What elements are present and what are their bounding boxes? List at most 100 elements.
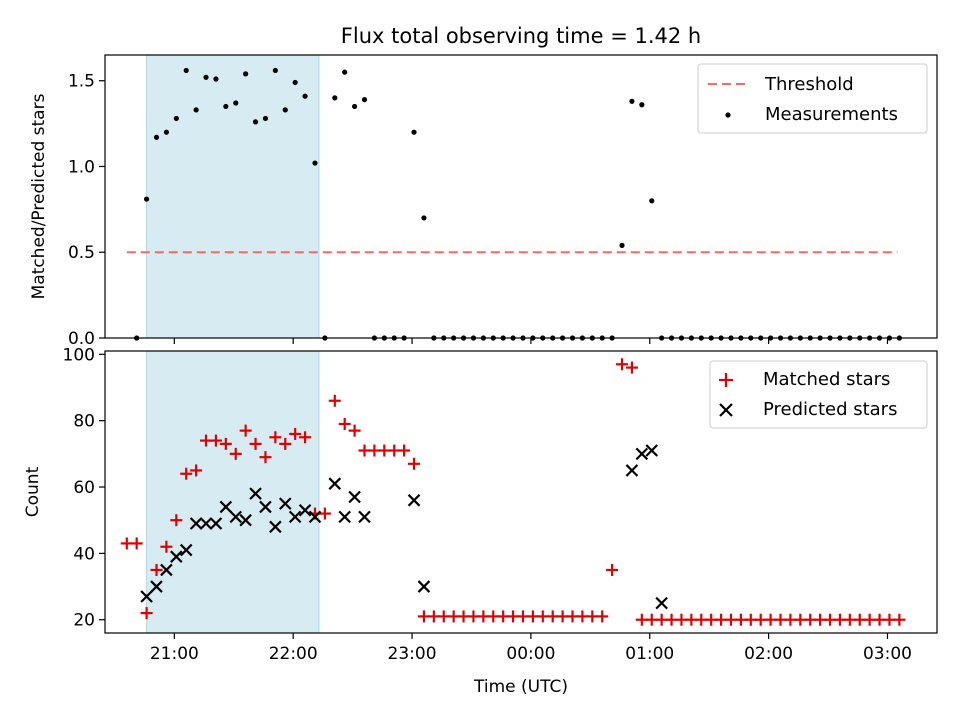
predicted-star-point [645, 444, 659, 457]
measurement-point [411, 129, 417, 135]
measurement-point [252, 119, 259, 125]
x-tick-label: 02:00 [744, 644, 793, 664]
matched-star-point [190, 464, 203, 477]
predicted-star-point [635, 447, 649, 461]
predicted-star-point [189, 517, 203, 530]
predicted-star-point [140, 590, 153, 603]
top-x-axis-ticks [173, 338, 889, 344]
matched-star-point [279, 437, 292, 450]
predicted-star-point [199, 517, 213, 530]
measurement-point [302, 93, 308, 99]
measurement-point [292, 79, 298, 86]
top-y-tick-label: 0.5 [68, 243, 95, 263]
legend-matched-label: Matched stars [763, 369, 890, 390]
matched-star-point [259, 451, 272, 464]
measurement-point [352, 103, 358, 110]
matched-star-point [338, 417, 351, 430]
bottom-legend: Matched stars Predicted stars [709, 360, 928, 429]
matched-star-point [318, 507, 331, 520]
observing-time-span [146, 350, 320, 634]
measurement-point [361, 96, 368, 103]
bottom-y-tick-label: 80 [73, 412, 95, 432]
x-tick-label: 01:00 [625, 644, 674, 664]
measurement-point [173, 115, 179, 122]
measurement-point [312, 160, 318, 166]
predicted-star-point [150, 580, 163, 593]
matched-star-point [289, 427, 302, 440]
predicted-star-point [298, 503, 312, 517]
predicted-stars-points [140, 444, 668, 610]
matched-star-point [150, 563, 163, 576]
measurement-point [233, 100, 239, 106]
top-y-axis-ticks: 0.0 0.5 1.0 1.5 [68, 72, 105, 349]
x-tick-label: 00:00 [506, 644, 555, 664]
bottom-y-tick-label: 60 [73, 478, 95, 498]
predicted-star-point [249, 487, 262, 500]
measurement-point [639, 102, 645, 108]
matched-star-point [408, 457, 421, 470]
bottom-y-tick-label: 20 [73, 611, 95, 631]
measurement-point [243, 71, 249, 77]
predicted-star-point [209, 517, 223, 530]
measurement-point [629, 98, 635, 104]
top-y-axis-label: Matched/Predicted stars [29, 93, 49, 299]
matched-star-point [348, 424, 361, 437]
flux-ratio-panel: 0.0 0.5 1.0 1.5 Matched/Predicted stars Thr… [29, 54, 938, 349]
matched-star-point [893, 613, 906, 626]
top-y-tick-label: 1.5 [68, 72, 95, 92]
predicted-star-point [417, 580, 431, 593]
matched-star-point [328, 394, 341, 407]
matched-star-point [269, 431, 282, 444]
bottom-y-axis-label: Count [23, 466, 43, 517]
matched-star-point [160, 540, 173, 553]
measurement-point [153, 134, 160, 140]
measurement-point [262, 115, 269, 122]
measurement-point [213, 76, 219, 82]
measurement-point [619, 242, 625, 248]
x-axis-label: Time (UTC) [473, 677, 568, 697]
predicted-star-point [179, 543, 193, 557]
bottom-legend-box [709, 360, 928, 429]
bottom-y-tick-label: 100 [63, 345, 95, 365]
measurement-point [163, 129, 170, 135]
measurement-point [421, 215, 427, 221]
predicted-star-point [308, 510, 322, 524]
predicted-star-point [328, 477, 342, 490]
measurement-point [183, 67, 189, 74]
predicted-star-point [259, 500, 272, 514]
matched-star-point [140, 607, 153, 620]
matched-star-point [130, 537, 143, 550]
legend-measurements-label: Measurements [765, 104, 898, 125]
matched-star-point [398, 444, 411, 457]
bottom-y-tick-label: 40 [73, 544, 95, 564]
measurement-point [272, 67, 278, 74]
chart-title: Flux total observing time = 1.42 h [341, 24, 701, 48]
matched-star-point [219, 437, 232, 450]
predicted-star-point [160, 563, 173, 577]
matched-star-point [239, 424, 252, 437]
top-y-tick-label: 0.0 [68, 329, 95, 349]
predicted-star-point [170, 550, 183, 563]
matched-star-point [249, 437, 262, 450]
measurement-point [282, 107, 288, 113]
matched-star-point [625, 361, 638, 374]
legend-threshold-label: Threshold [764, 74, 854, 95]
predicted-star-point [655, 596, 668, 610]
predicted-star-point [278, 497, 292, 510]
predicted-star-point [239, 513, 252, 527]
predicted-star-point [219, 500, 233, 514]
legend-predicted-label: Predicted stars [763, 399, 897, 420]
matched-star-point [596, 610, 609, 623]
matched-star-point [616, 358, 629, 371]
predicted-star-point [229, 510, 243, 524]
measurement-point [193, 107, 199, 113]
matched-star-point [209, 434, 222, 447]
measurement-point [342, 69, 348, 75]
predicted-star-point [288, 510, 302, 524]
top-y-tick-label: 1.0 [68, 157, 95, 177]
measurement-point [144, 196, 150, 202]
x-tick-label: 03:00 [863, 644, 912, 664]
observing-time-span [146, 54, 320, 339]
measurement-point [332, 95, 338, 101]
bottom-y-axis-ticks: 20 40 60 80 100 [63, 345, 105, 631]
